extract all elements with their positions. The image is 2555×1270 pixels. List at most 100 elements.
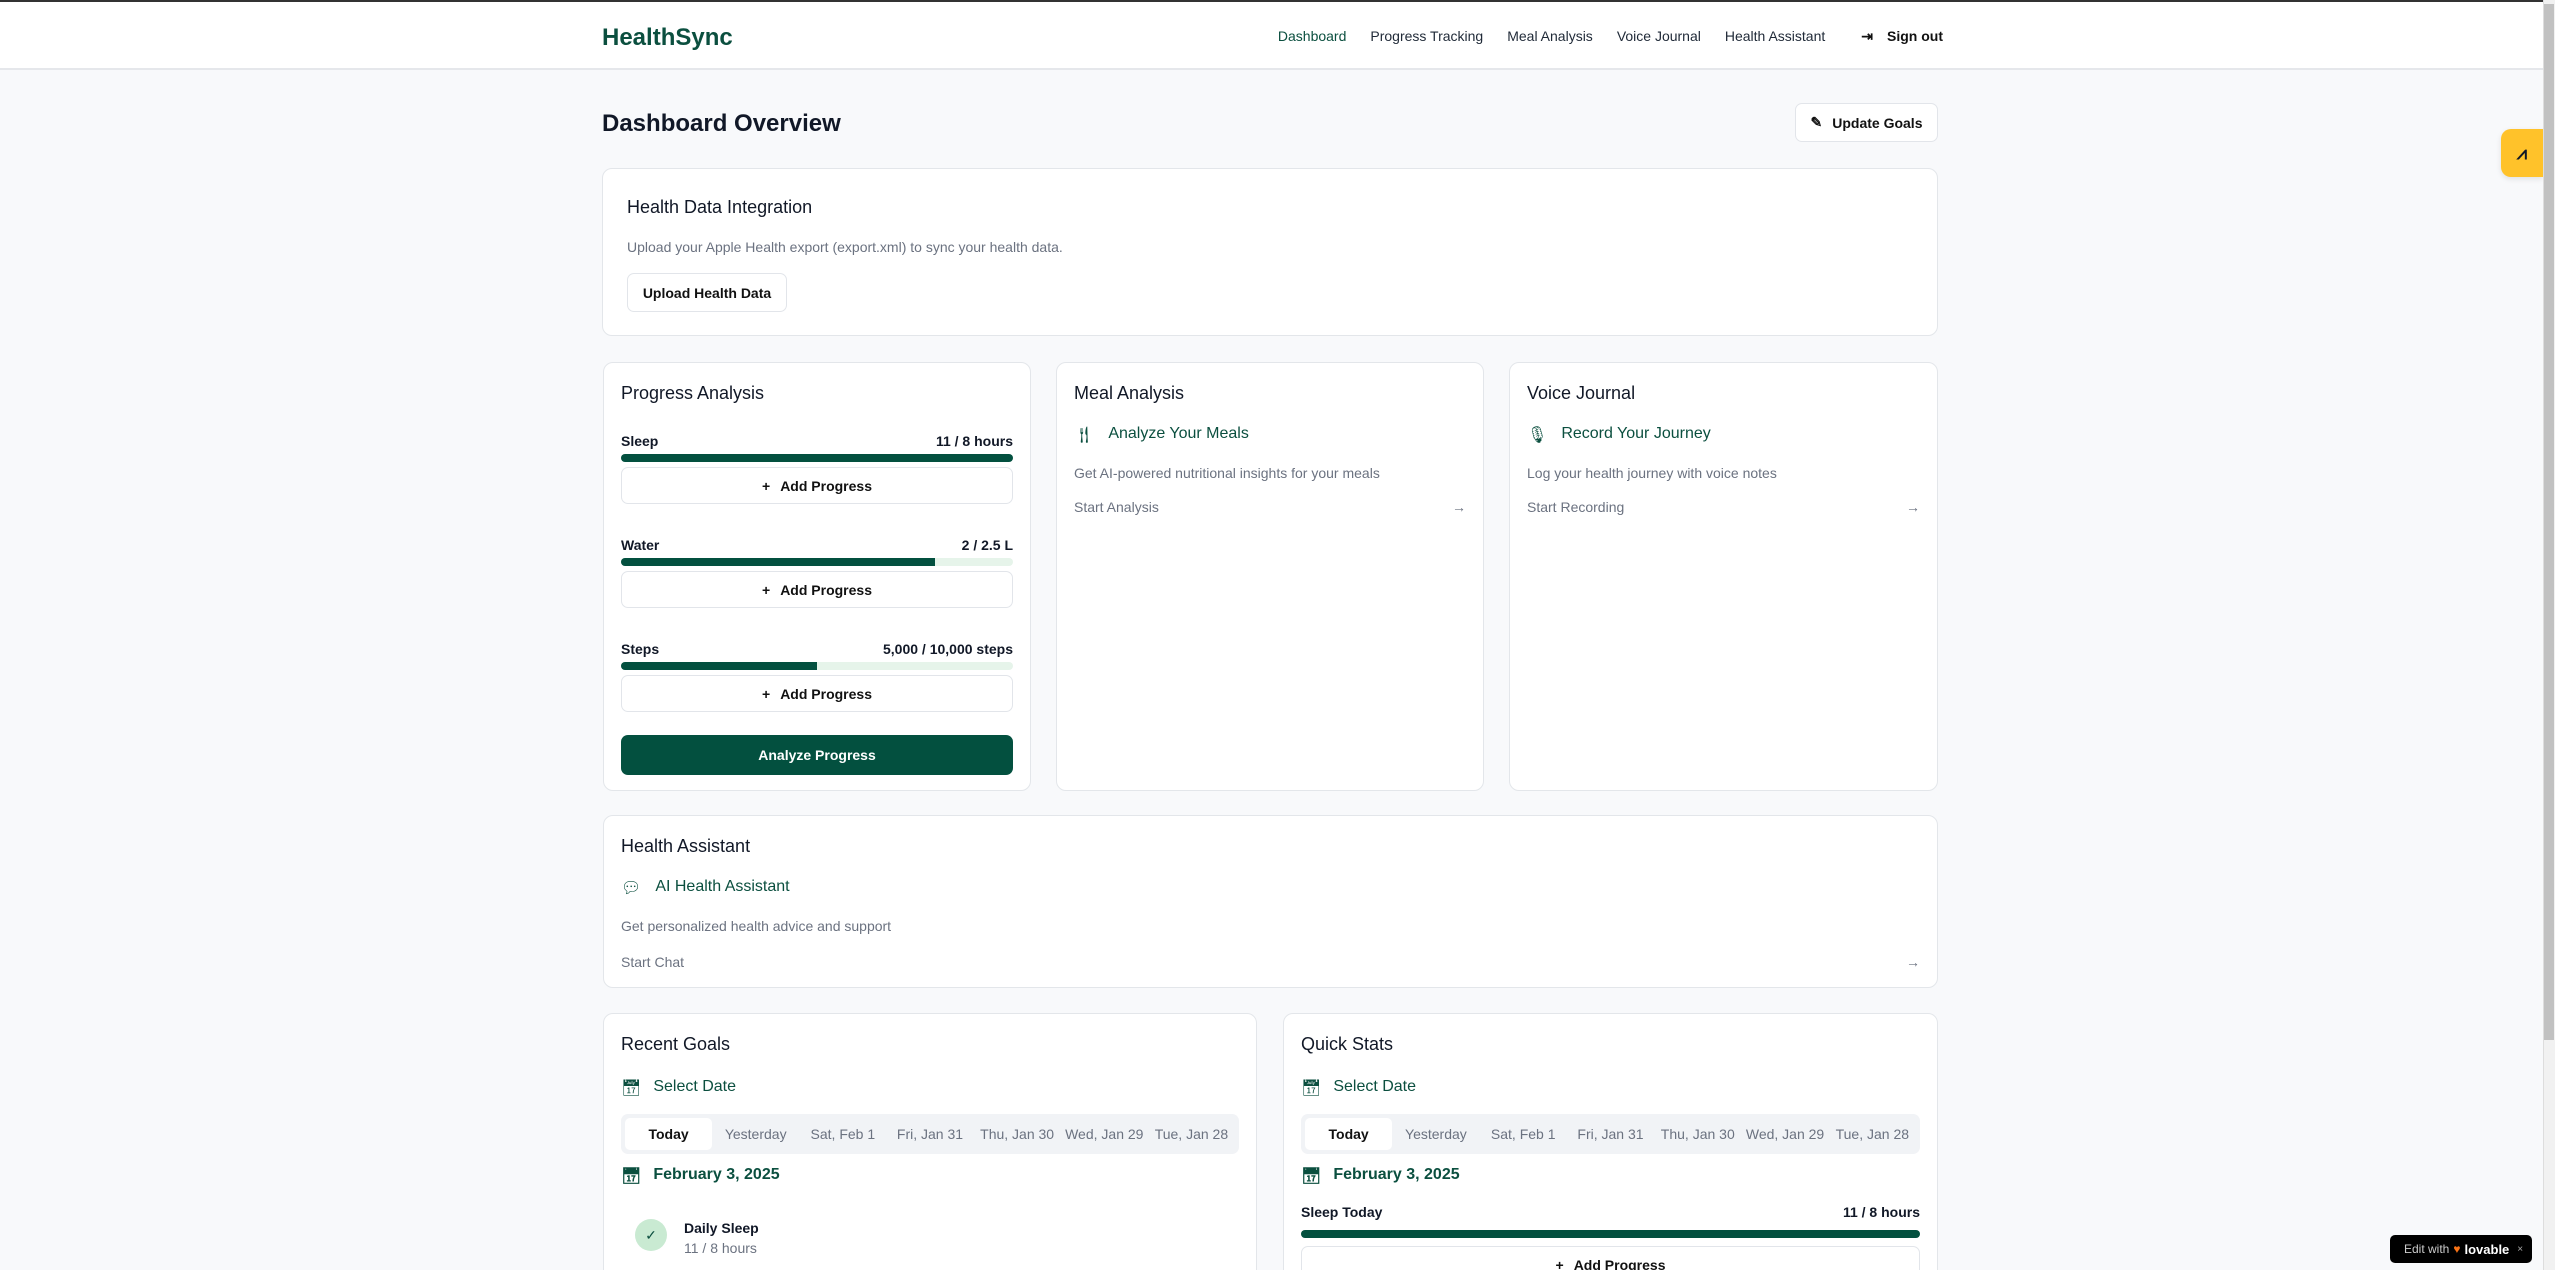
date-tabs: Today Yesterday Sat, Feb 1 Fri, Jan 31 Thu, … [1301, 1114, 1920, 1154]
progress-row-sleep: Sleep 11 / 8 hours [621, 433, 1013, 449]
date-tab[interactable]: Tue, Jan 28 [1154, 1126, 1229, 1142]
progress-label: Steps [621, 641, 660, 657]
card-title: Meal Analysis [1074, 383, 1185, 403]
badge-brand: lovable [2464, 1241, 2510, 1257]
date-tab[interactable]: Fri, Jan 31 [1577, 1126, 1644, 1142]
analyze-progress-button[interactable]: Analyze Progress [621, 735, 1013, 775]
voice-journal-card: Voice Journal 🎙︎ Record Your Journey Log … [1509, 362, 1938, 791]
recent-goals-card: Recent Goals 📅︎ Select Date Today Yesterda… [603, 1013, 1257, 1270]
meal-heading: 🍴︎ Analyze Your Meals [1074, 425, 1249, 445]
microphone-icon: 🎙︎ [1527, 427, 1548, 444]
progress-bar-fill [621, 454, 1013, 462]
add-progress-button[interactable]: + Add Progress [621, 571, 1013, 608]
logo[interactable]: HealthSync [602, 24, 733, 51]
add-progress-button[interactable]: + Add Progress [621, 467, 1013, 504]
date-tab[interactable]: Sat, Feb 1 [1490, 1126, 1556, 1142]
heart-icon: ♥ [2453, 1242, 2461, 1256]
assistant-heading: 💬︎ AI Health Assistant [621, 878, 790, 898]
selected-date: 📅︎ February 3, 2025 [621, 1166, 780, 1186]
nav-meal-analysis[interactable]: Meal Analysis [1507, 28, 1593, 44]
start-recording-link[interactable]: Start Recording → [1527, 499, 1920, 515]
card-title: Health Data Integration [627, 197, 813, 217]
scrollbar-thumb[interactable] [2544, 4, 2554, 1040]
progress-row-steps: Steps 5,000 / 10,000 steps [621, 641, 1013, 657]
update-goals-button[interactable]: ✎ Update Goals [1795, 103, 1938, 142]
nav-voice-journal[interactable]: Voice Journal [1616, 28, 1701, 44]
add-progress-label: Add Progress [780, 581, 872, 598]
widget-launcher-icon[interactable]: ⩘ [2501, 129, 2543, 177]
add-progress-label: Add Progress [1573, 1257, 1666, 1270]
assistant-heading-label: AI Health Assistant [655, 878, 790, 895]
arrow-right-icon: → [1906, 499, 1920, 515]
add-progress-button[interactable]: + Add Progress [621, 675, 1013, 712]
progress-bar [621, 558, 1013, 566]
health-data-integration-card: Health Data Integration Upload your Appl… [602, 168, 1938, 336]
select-date-button[interactable]: 📅︎ Select Date [1301, 1078, 1416, 1098]
top-nav: HealthSync Dashboard Progress Tracking M… [0, 2, 2543, 70]
progress-row-water: Water 2 / 2.5 L [621, 537, 1013, 553]
close-icon[interactable]: × [2517, 1243, 2524, 1255]
calendar-icon: 📅︎ [621, 1168, 642, 1185]
progress-value: 2 / 2.5 L [961, 537, 1013, 553]
date-tab[interactable]: Sat, Feb 1 [810, 1126, 876, 1142]
add-progress-button[interactable]: + Add Progress [1301, 1246, 1920, 1270]
stat-label: Sleep Today [1301, 1204, 1383, 1220]
date-tab[interactable]: Thu, Jan 30 [1660, 1126, 1735, 1142]
voice-heading: 🎙︎ Record Your Journey [1527, 425, 1711, 445]
selected-date: 📅︎ February 3, 2025 [1301, 1166, 1460, 1186]
progress-bar [621, 662, 1013, 670]
start-analysis-label: Start Analysis [1074, 499, 1159, 515]
meal-description: Get AI-powered nutritional insights for … [1074, 465, 1380, 481]
add-progress-label: Add Progress [780, 685, 872, 702]
arrow-right-icon: → [1452, 499, 1466, 515]
voice-heading-label: Record Your Journey [1561, 425, 1711, 442]
window-top-border [0, 0, 2555, 2]
date-tab[interactable]: Wed, Jan 29 [1065, 1126, 1144, 1142]
card-title: Progress Analysis [621, 383, 765, 403]
date-tab[interactable]: Tue, Jan 28 [1835, 1126, 1910, 1142]
card-title: Voice Journal [1527, 383, 1636, 403]
date-tab[interactable]: Fri, Jan 31 [896, 1126, 964, 1142]
progress-bar [621, 454, 1013, 462]
plus-icon: + [1555, 1257, 1564, 1270]
date-tab[interactable]: Today [625, 1118, 713, 1150]
calendar-icon: 📅︎ [621, 1080, 642, 1097]
page-title: Dashboard Overview [602, 110, 841, 137]
calendar-icon: 📅︎ [1301, 1080, 1322, 1097]
card-title: Health Assistant [621, 836, 751, 856]
edit-with-lovable-badge[interactable]: Edit with ♥ lovable × [2390, 1235, 2532, 1263]
upload-health-data-button[interactable]: Upload Health Data [627, 273, 787, 312]
voice-description: Log your health journey with voice notes [1527, 465, 1777, 481]
date-tab[interactable]: Yesterday [1405, 1126, 1467, 1142]
sleep-today-row: Sleep Today 11 / 8 hours [1301, 1204, 1920, 1220]
start-chat-link[interactable]: Start Chat → [621, 954, 1920, 970]
date-tab[interactable]: Wed, Jan 29 [1745, 1126, 1825, 1142]
scrollbar[interactable] [2543, 0, 2555, 1270]
progress-value: 5,000 / 10,000 steps [883, 641, 1013, 657]
date-tab[interactable]: Yesterday [724, 1126, 787, 1142]
start-chat-label: Start Chat [621, 954, 685, 970]
plus-icon: + [762, 581, 771, 598]
nav-health-assistant[interactable]: Health Assistant [1724, 28, 1826, 44]
check-icon: ✓ [635, 1219, 667, 1251]
goal-value: 11 / 8 hours [684, 1240, 757, 1256]
calendar-icon: 📅︎ [1301, 1168, 1322, 1185]
plus-icon: + [762, 477, 771, 494]
progress-bar-fill [621, 558, 935, 566]
sign-out-button[interactable]: ⇥ Sign out [1861, 28, 1943, 45]
card-description: Upload your Apple Health export (export.… [627, 239, 1063, 255]
plus-icon: + [762, 685, 771, 702]
nav-dashboard[interactable]: Dashboard [1277, 28, 1347, 44]
start-analysis-link[interactable]: Start Analysis → [1074, 499, 1466, 515]
arrow-right-icon: → [1906, 954, 1920, 970]
nav-progress-tracking[interactable]: Progress Tracking [1370, 28, 1484, 44]
card-title: Quick Stats [1301, 1034, 1394, 1054]
health-assistant-card: Health Assistant 💬︎ AI Health Assistant G… [603, 815, 1938, 988]
badge-text: Edit with [2404, 1242, 2450, 1256]
selected-date-label: February 3, 2025 [653, 1166, 780, 1183]
date-tab[interactable]: Thu, Jan 30 [980, 1126, 1055, 1142]
progress-value: 11 / 8 hours [935, 433, 1013, 449]
date-tab[interactable]: Today [1305, 1118, 1393, 1150]
sleep-progress-bar [1301, 1230, 1920, 1238]
select-date-button[interactable]: 📅︎ Select Date [621, 1078, 736, 1098]
